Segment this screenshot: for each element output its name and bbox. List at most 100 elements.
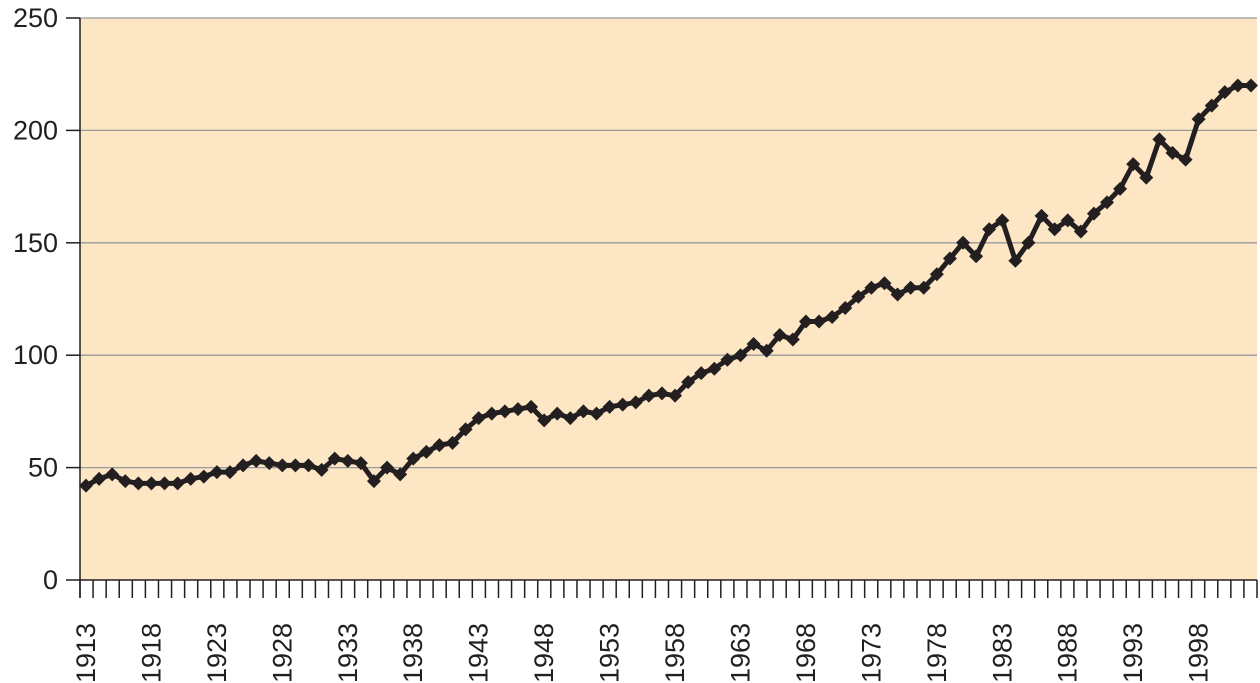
data-point xyxy=(576,404,591,419)
data-point xyxy=(353,456,368,471)
data-point xyxy=(1021,235,1036,250)
data-point xyxy=(301,458,316,473)
x-axis-ticks: 1913 1918 1923 1928 1933 1938 1943 1948 1953 1958… xyxy=(71,580,1258,683)
data-point xyxy=(236,458,251,473)
data-point xyxy=(118,474,133,489)
data-point xyxy=(222,465,237,480)
data-point xyxy=(929,267,944,282)
x-tick-label: 1923 xyxy=(202,623,232,683)
data-point xyxy=(1047,222,1062,237)
data-point xyxy=(681,375,696,390)
x-tick-label: 1958 xyxy=(660,623,690,683)
data-point xyxy=(157,476,172,491)
x-tick-label: 1993 xyxy=(1118,623,1148,683)
data-point xyxy=(1204,98,1219,113)
data-point xyxy=(1244,78,1258,93)
data-point xyxy=(79,478,93,493)
data-point xyxy=(877,276,892,291)
data-point xyxy=(249,453,264,468)
data-point xyxy=(1165,145,1180,160)
x-tick-label: 1918 xyxy=(136,623,166,683)
data-point xyxy=(406,451,421,466)
data-point xyxy=(550,406,565,421)
data-point xyxy=(1191,112,1206,127)
data-point xyxy=(733,348,748,363)
y-tick-label: 150 xyxy=(13,228,58,258)
data-point xyxy=(1126,157,1141,172)
gridlines xyxy=(80,17,1257,469)
data-point xyxy=(982,222,997,237)
data-point xyxy=(942,251,957,266)
data-point xyxy=(1086,206,1101,221)
data-point xyxy=(851,289,866,304)
data-point xyxy=(380,460,395,475)
data-point xyxy=(772,327,787,342)
data-point xyxy=(471,411,486,426)
data-point xyxy=(1060,213,1075,228)
data-point xyxy=(1152,132,1167,147)
x-tick-label: 1948 xyxy=(529,623,559,683)
data-point xyxy=(1230,78,1245,93)
data-point xyxy=(340,453,355,468)
x-tick-label: 1933 xyxy=(333,623,363,683)
data-point xyxy=(1178,152,1193,167)
data-point xyxy=(432,438,447,453)
data-point xyxy=(288,458,303,473)
data-point xyxy=(628,395,643,410)
x-tick-label: 1943 xyxy=(464,623,494,683)
data-point xyxy=(275,458,290,473)
y-tick-label: 50 xyxy=(28,453,58,483)
x-tick-label: 1998 xyxy=(1184,623,1214,683)
data-point xyxy=(641,388,656,403)
y-tick-label: 100 xyxy=(13,340,58,370)
data-point xyxy=(654,386,669,401)
x-tick-label: 1968 xyxy=(791,623,821,683)
data-point xyxy=(995,213,1010,228)
data-point xyxy=(916,280,931,295)
x-tick-label: 1953 xyxy=(595,623,625,683)
x-tick-label: 1938 xyxy=(398,623,428,683)
data-point xyxy=(602,399,617,414)
data-point xyxy=(183,471,198,486)
data-point xyxy=(458,422,473,437)
y-tick-label: 0 xyxy=(43,565,58,595)
data-point xyxy=(1008,253,1023,268)
data-point xyxy=(196,469,211,484)
data-point xyxy=(890,287,905,302)
data-point xyxy=(1073,224,1088,239)
x-tick-label: 1983 xyxy=(987,623,1017,683)
data-point xyxy=(497,404,512,419)
data-point xyxy=(170,476,185,491)
x-tick-label: 1973 xyxy=(856,623,886,683)
data-point xyxy=(537,413,552,428)
data-point xyxy=(956,235,971,250)
data-point xyxy=(864,280,879,295)
data-point xyxy=(209,465,224,480)
x-tick-label: 1978 xyxy=(922,623,952,683)
data-point xyxy=(785,332,800,347)
data-point xyxy=(668,388,683,403)
data-point xyxy=(694,366,709,381)
y-tick-label: 200 xyxy=(13,115,58,145)
series-markers xyxy=(79,78,1258,493)
data-point xyxy=(746,336,761,351)
data-point xyxy=(707,361,722,376)
data-point xyxy=(720,352,735,367)
data-point xyxy=(314,462,329,477)
data-point xyxy=(144,476,159,491)
data-point xyxy=(1034,208,1049,223)
data-point xyxy=(798,314,813,329)
data-point xyxy=(92,471,107,486)
data-point xyxy=(131,476,146,491)
data-point xyxy=(825,309,840,324)
x-tick-label: 1913 xyxy=(71,623,101,683)
data-point xyxy=(1100,195,1115,210)
data-point xyxy=(615,397,630,412)
plot-background xyxy=(80,18,1257,580)
data-point xyxy=(759,343,774,358)
x-tick-label: 1988 xyxy=(1053,623,1083,683)
data-point xyxy=(393,467,408,482)
data-point xyxy=(589,406,604,421)
data-point xyxy=(419,444,434,459)
